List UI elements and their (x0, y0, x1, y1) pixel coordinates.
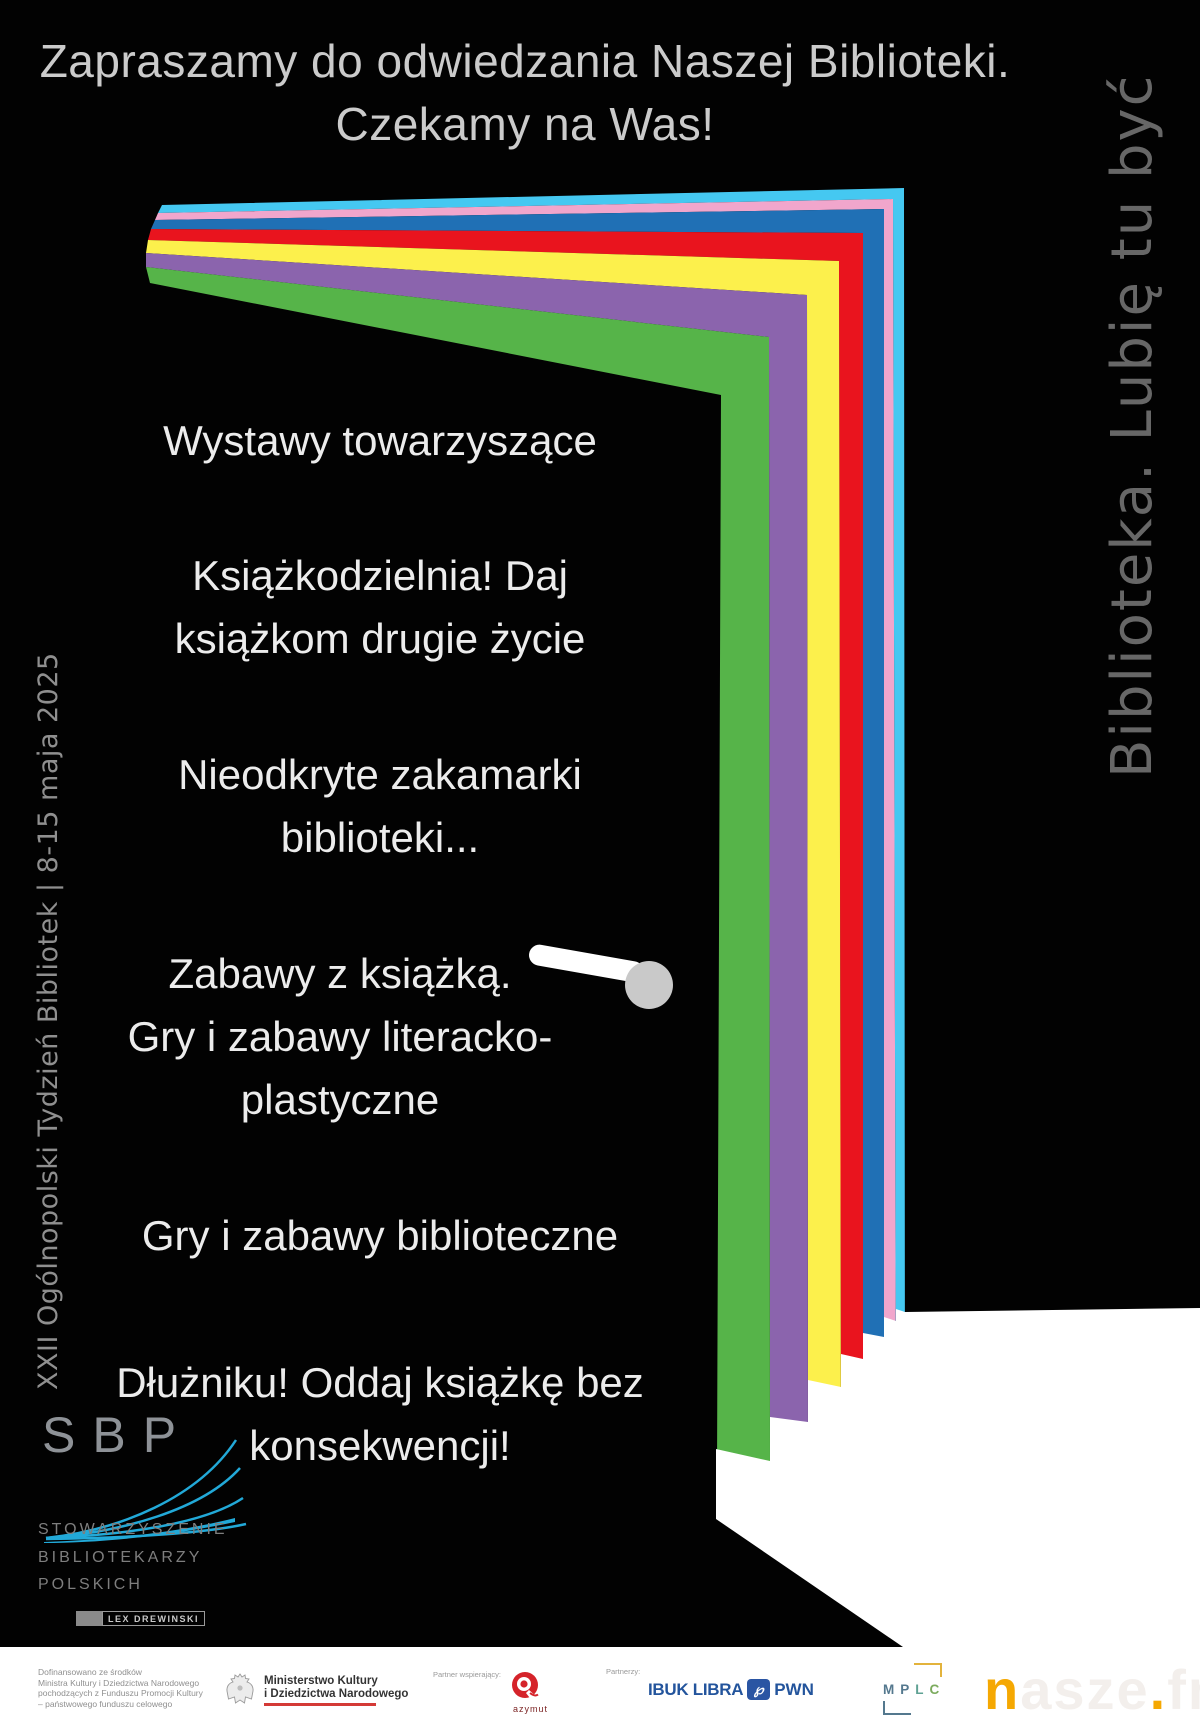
door-handle-bar (529, 944, 644, 983)
sbp-logo-text: SBP (42, 1407, 194, 1463)
azymut-label: azymut (513, 1704, 549, 1714)
event-item-dluznik: Dłużniku! Oddaj książkę bez konsekwencji… (70, 1351, 690, 1477)
slogan-vertical-right: Biblioteka. Lubię tu być (1100, 73, 1165, 778)
sbp-org-line: BIBLIOTEKARZY (38, 1548, 203, 1566)
event-item-ksiazkodzielnia: Książkodzielnia! Daj książkom drugie życ… (70, 544, 690, 670)
partners-label: Partnerzy: (606, 1667, 641, 1676)
event-line: biblioteki... (280, 814, 480, 861)
mplc-top-bracket-icon (914, 1663, 942, 1677)
designer-credit: LEX DREWINSKI (76, 1611, 206, 1626)
door-handle (529, 944, 673, 1009)
doorway-light (716, 1308, 1200, 1647)
funding-note: Dofinansowano ze środków Ministra Kultur… (38, 1667, 203, 1709)
event-line: Zabawy z książką. (168, 950, 512, 997)
event-line: plastyczne (240, 1076, 440, 1123)
poster-title-line1: Zapraszamy do odwiedzania Naszej Bibliot… (39, 35, 1011, 87)
watermark-dot: . (1149, 1658, 1168, 1721)
edition-vertical-left: XXII Ogólnopolski Tydzień Bibliotek | 8-… (33, 652, 64, 1390)
event-line: książkom drugie życie (174, 615, 586, 662)
watermark-n: n (984, 1658, 1021, 1721)
event-line: konsekwencji! (249, 1422, 511, 1469)
mplc-logo: MPLC (883, 1655, 957, 1723)
pwn-glyph-icon: ℘ (747, 1679, 771, 1700)
funding-line: Ministra Kultury i Dziedzictwa Narodoweg… (38, 1677, 200, 1688)
mplc-letter-c: C (929, 1682, 946, 1697)
event-line: Gry i zabawy literacko- (127, 1013, 553, 1060)
event-item-zakamarki: Nieodkryte zakamarki biblioteki... (70, 743, 690, 869)
event-line: Wystawy towarzyszące (163, 417, 597, 464)
footer-bar: Dofinansowano ze środków Ministra Kultur… (0, 1647, 1200, 1731)
mplc-letter-p: P (900, 1682, 916, 1697)
sbp-swoosh (44, 1439, 247, 1543)
ibuk-libra-pwn-logo: IBUK LIBRA ℘ PWN (648, 1679, 814, 1700)
mplc-letter-m: M (883, 1682, 901, 1697)
event-item-wystawy: Wystawy towarzyszące (70, 409, 690, 472)
ministry-line: Ministerstwo Kultury (264, 1675, 378, 1687)
ministry-line: i Dziedzictwa Narodowego (264, 1688, 409, 1700)
pwn-text: PWN (774, 1679, 814, 1699)
sbp-org-name: STOWARZYSZENIE BIBLIOTEKARZY POLSKICH (38, 1516, 228, 1599)
poster-title: Zapraszamy do odwiedzania Naszej Bibliot… (35, 30, 1015, 156)
nasze-fm-watermark: nasze.fm (984, 1657, 1200, 1722)
event-line: Dłużniku! Oddaj książkę bez (116, 1359, 644, 1406)
door-handle-knob (625, 961, 673, 1009)
designer-credit-label: LEX DREWINSKI (102, 1611, 206, 1626)
watermark-fm: fm (1167, 1658, 1200, 1721)
azymut-logo-icon (510, 1670, 540, 1707)
funding-line: pochodzących z Funduszu Promocji Kultury (38, 1688, 203, 1698)
event-line: Nieodkryte zakamarki (178, 751, 582, 798)
event-line: Gry i zabawy biblioteczne (141, 1212, 619, 1259)
ministry-red-rule (264, 1703, 376, 1706)
designer-credit-square (76, 1611, 102, 1626)
event-item-zabawy-z-ksiazka: Zabawy z książką. Gry i zabawy literacko… (70, 942, 610, 1131)
event-line: Książkodzielnia! Daj (192, 552, 568, 599)
sbp-org-line: STOWARZYSZENIE (38, 1521, 228, 1538)
ministry-name: Ministerstwo Kultury i Dziedzictwa Narod… (264, 1675, 408, 1701)
ministry-eagle-icon (222, 1670, 258, 1715)
watermark-asze: asze (1020, 1658, 1150, 1721)
sbp-org-line: POLSKICH (38, 1576, 143, 1593)
mplc-bottom-bracket-icon (883, 1701, 911, 1715)
supporting-partner-label: Partner wspierający: (433, 1670, 501, 1679)
ibuk-libra-text: IBUK LIBRA (648, 1679, 744, 1699)
poster-title-line2: Czekamy na Was! (335, 98, 715, 150)
funding-line: Dofinansowano ze środków (38, 1667, 142, 1677)
door-stripe-green (146, 267, 770, 1470)
event-item-gry-biblioteczne: Gry i zabawy biblioteczne (70, 1204, 690, 1267)
mplc-letter-l: L (915, 1682, 930, 1697)
funding-line: – państwowego funduszu celowego (38, 1698, 173, 1709)
mplc-letters: MPLC (883, 1682, 945, 1697)
